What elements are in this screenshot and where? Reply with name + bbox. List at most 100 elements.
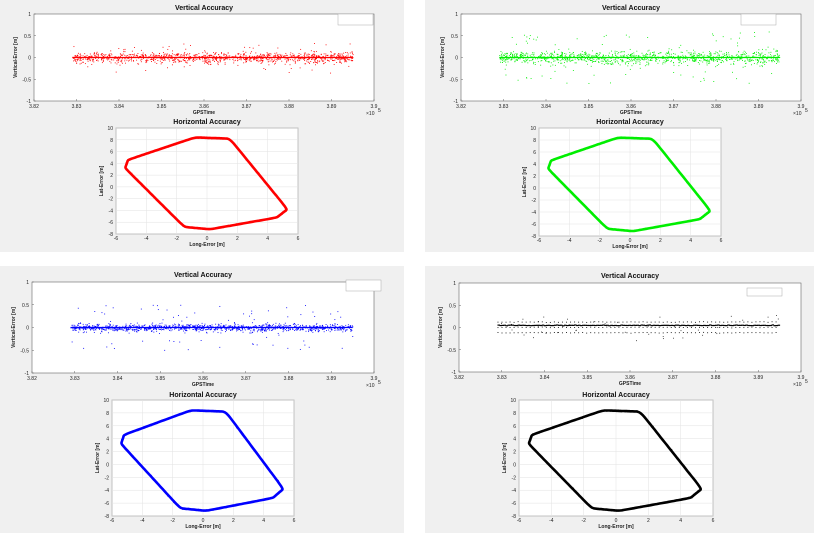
data-point (284, 55, 286, 57)
data-point (620, 324, 623, 326)
data-point (92, 325, 94, 327)
data-point (297, 329, 299, 331)
data-point (275, 322, 277, 324)
data-point (192, 329, 194, 331)
data-point (181, 141, 183, 144)
data-point (574, 327, 576, 328)
data-point (198, 227, 201, 230)
data-point (115, 329, 117, 330)
data-point (142, 325, 144, 327)
data-point (711, 321, 713, 323)
data-point (190, 324, 192, 326)
data-point (237, 328, 239, 329)
data-point (76, 327, 78, 329)
data-point (504, 58, 506, 60)
data-point (206, 62, 208, 64)
data-point (540, 456, 543, 458)
data-point (553, 321, 555, 323)
data-point (523, 34, 525, 36)
data-point (91, 327, 93, 329)
y-axis-label: Vertical-Error [m] (438, 307, 444, 348)
data-point (497, 321, 499, 323)
data-point (267, 324, 269, 326)
data-point (100, 332, 102, 334)
data-point (723, 56, 724, 57)
data-point (343, 326, 345, 328)
data-point (525, 54, 526, 56)
data-point (271, 59, 273, 61)
data-point (569, 58, 571, 60)
data-point (227, 52, 229, 54)
data-point (577, 54, 579, 56)
data-point (638, 56, 640, 58)
data-point (153, 196, 156, 199)
data-point (283, 324, 285, 326)
data-point (751, 326, 753, 328)
data-point (164, 324, 166, 326)
data-point (137, 330, 139, 332)
data-point (347, 55, 349, 57)
data-point (105, 54, 107, 56)
data-point (626, 61, 628, 63)
data-point (623, 56, 625, 58)
data-point (101, 327, 103, 329)
data-point (290, 52, 292, 54)
data-point (330, 313, 332, 315)
data-point (605, 57, 607, 59)
data-point (690, 332, 692, 334)
data-point (554, 60, 556, 62)
data-point (334, 53, 336, 55)
data-point (84, 63, 86, 65)
data-point (767, 326, 769, 328)
data-point (620, 55, 622, 57)
data-point (775, 324, 779, 327)
data-point (771, 321, 773, 323)
data-point (662, 321, 664, 323)
data-point (280, 200, 283, 203)
data-point (512, 55, 514, 57)
data-point (77, 325, 79, 327)
data-point (283, 211, 286, 213)
data-point (583, 59, 585, 61)
data-point (735, 324, 738, 326)
data-point (219, 59, 221, 61)
data-point (77, 58, 79, 60)
data-point (138, 330, 140, 331)
data-point (601, 410, 603, 412)
data-point (75, 55, 77, 57)
data-point (88, 58, 90, 59)
data-point (758, 52, 760, 53)
data-point (96, 51, 98, 53)
data-point (177, 53, 179, 55)
data-point (140, 154, 143, 157)
data-point (243, 52, 245, 54)
panel-black: Vertical Accuracy 3.82 3.83 3.84 3.85 3.86 3.8… (425, 266, 814, 533)
data-point (249, 57, 251, 59)
data-point (761, 58, 763, 60)
data-point (339, 329, 341, 331)
data-point (265, 69, 266, 70)
data-point (621, 229, 624, 232)
data-point (298, 58, 300, 60)
data-point (269, 187, 271, 190)
data-point (149, 328, 150, 330)
data-point (749, 61, 751, 63)
data-point (245, 55, 247, 57)
data-point (124, 325, 126, 327)
data-point (262, 60, 264, 62)
x-axis-label: GPSTime (192, 382, 214, 388)
data-point (224, 59, 226, 61)
data-point (503, 58, 505, 60)
data-point (346, 55, 348, 57)
data-point (207, 57, 209, 59)
data-point (549, 327, 551, 329)
data-point (689, 59, 691, 61)
data-point (540, 64, 542, 66)
data-point (541, 321, 543, 323)
data-point (605, 410, 608, 412)
data-point (743, 324, 746, 327)
x-tick-label: -4 (567, 238, 572, 244)
data-point (721, 62, 722, 64)
data-point (292, 328, 293, 330)
y-axis-label: Lat-Error [m] (99, 165, 105, 196)
